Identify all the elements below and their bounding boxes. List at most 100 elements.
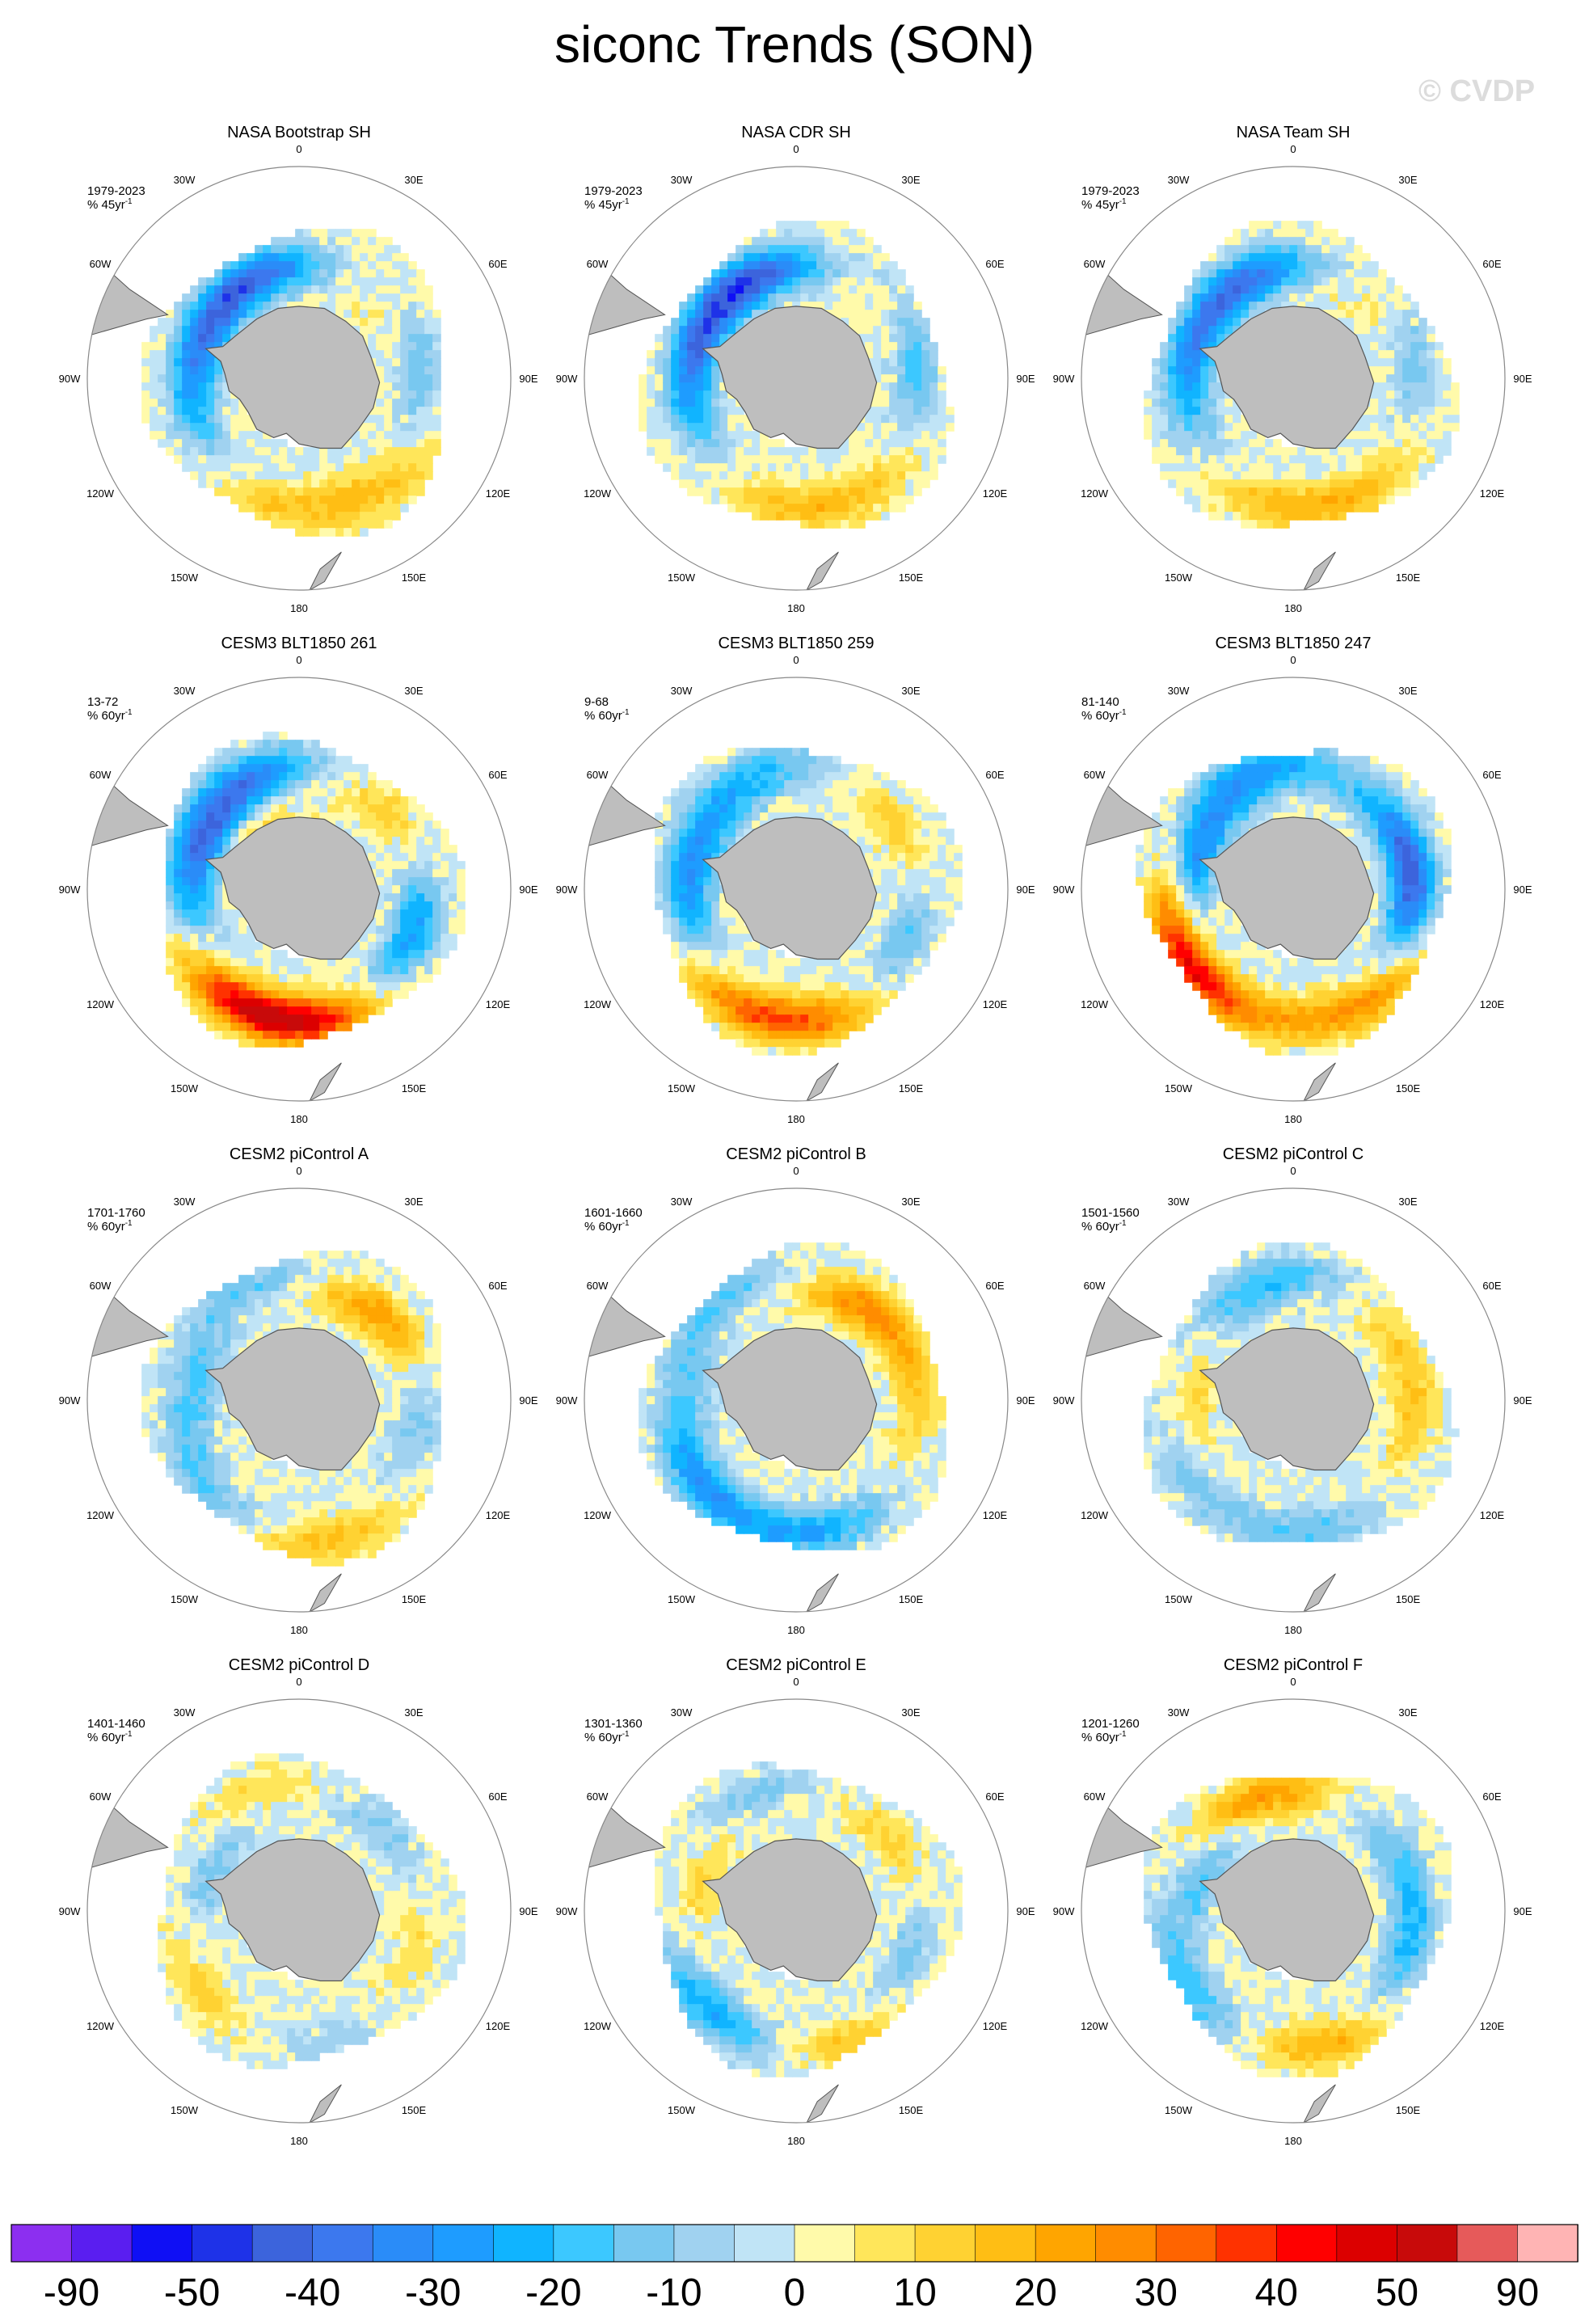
longitude-label: 120E <box>486 2020 511 2032</box>
antarctica-landmass <box>702 306 878 449</box>
panel-title: CESM2 piControl A <box>230 1145 369 1163</box>
longitude-label: 180 <box>290 1113 308 1125</box>
panel-period: 9-68 <box>584 695 609 709</box>
longitude-label: 120W <box>86 2020 115 2032</box>
longitude-label: 60E <box>985 258 1004 270</box>
longitude-label: 30E <box>404 1196 423 1208</box>
longitude-label: 120E <box>983 998 1008 1010</box>
longitude-label: 30W <box>671 1196 693 1208</box>
colorbar-swatch <box>553 2224 615 2263</box>
map-panel: NASA Team SH 1979-2023% 45yr-1 0 30E 60E 90E 1… <box>1053 124 1532 614</box>
longitude-label: 30W <box>671 1706 693 1719</box>
sea-ice-trend-field <box>639 1242 946 1550</box>
colorbar-label: -20 <box>525 2271 581 2314</box>
longitude-label: 180 <box>787 1113 805 1125</box>
longitude-label: 0 <box>793 1165 799 1177</box>
panel-period: 1979-2023 <box>1081 184 1140 198</box>
antarctica-landmass <box>1199 1327 1375 1471</box>
colorbar-label: 20 <box>1014 2271 1056 2314</box>
map-boundary <box>1081 1698 1506 2124</box>
colorbar-swatch <box>673 2224 735 2263</box>
longitude-label: 120E <box>983 2020 1008 2032</box>
colorbar-swatch <box>1155 2224 1217 2263</box>
colorbar-swatch <box>192 2224 253 2263</box>
colorbar-swatch <box>1216 2224 1278 2263</box>
longitude-label: 30W <box>1168 174 1190 186</box>
longitude-label: 120E <box>983 487 1008 500</box>
longitude-label: 60E <box>985 1790 1004 1803</box>
panel-units: % 45yr-1 <box>584 197 630 212</box>
map-panel: CESM3 BLT1850 247 81-140% 60yr-1 0 30E 60E 90… <box>1053 635 1532 1125</box>
map-boundary <box>1081 166 1506 591</box>
new-zealand-landmass <box>1302 1573 1336 1612</box>
longitude-label: 0 <box>1290 1676 1296 1688</box>
sea-ice-trend-field <box>1144 1778 1452 2077</box>
panel-period: 81-140 <box>1081 695 1119 709</box>
longitude-label: 150W <box>1165 2104 1193 2116</box>
panel-units: % 60yr-1 <box>1081 1730 1127 1744</box>
colorbar-label: 40 <box>1255 2271 1298 2314</box>
longitude-label: 150W <box>1165 1593 1193 1605</box>
antarctica-landmass <box>1199 1838 1375 1982</box>
longitude-label: 90E <box>1513 884 1532 896</box>
longitude-label: 90W <box>556 884 578 896</box>
longitude-label: 90W <box>59 1905 81 1917</box>
longitude-label: 120W <box>1081 2020 1109 2032</box>
longitude-label: 60W <box>1084 1790 1106 1803</box>
longitude-label: 30E <box>404 685 423 697</box>
longitude-label: 120W <box>1081 487 1109 500</box>
new-zealand-landmass <box>308 1062 342 1101</box>
longitude-label: 30W <box>174 174 196 186</box>
longitude-label: 90W <box>556 1394 578 1407</box>
longitude-label: 0 <box>793 1676 799 1688</box>
panel-units: % 60yr-1 <box>584 1730 630 1744</box>
longitude-label: 60E <box>488 1790 507 1803</box>
map-boundary <box>86 1698 512 2124</box>
longitude-label: 60E <box>985 769 1004 781</box>
colorbar-swatch <box>613 2224 675 2263</box>
longitude-label: 90E <box>1513 1905 1532 1917</box>
longitude-label: 180 <box>290 1624 308 1636</box>
longitude-label: 30W <box>174 685 196 697</box>
longitude-label: 60W <box>90 258 112 270</box>
longitude-label: 90W <box>556 1905 578 1917</box>
colorbar-swatch <box>1397 2224 1458 2263</box>
sea-ice-trend-field <box>1144 1242 1460 1542</box>
longitude-label: 0 <box>1290 1165 1296 1177</box>
longitude-label: 150W <box>1165 1082 1193 1095</box>
antarctica-landmass <box>702 816 878 960</box>
cvdp-watermark: © CVDP <box>1418 74 1536 108</box>
map-panel: CESM2 piControl E 1301-1360% 60yr-1 0 30E 60… <box>556 1656 1035 2147</box>
panel-units: % 60yr-1 <box>87 1730 133 1744</box>
colorbar-label: 0 <box>784 2271 806 2314</box>
colorbar-swatch <box>914 2224 976 2263</box>
antarctica-landmass <box>204 816 381 960</box>
longitude-label: 30E <box>404 174 423 186</box>
longitude-label: 30W <box>1168 1196 1190 1208</box>
longitude-label: 120E <box>486 487 511 500</box>
colorbar-swatch <box>1456 2224 1519 2263</box>
longitude-label: 60E <box>1482 769 1501 781</box>
longitude-label: 90W <box>59 884 81 896</box>
longitude-label: 120E <box>1480 487 1505 500</box>
colorbar-label: 10 <box>893 2271 936 2314</box>
longitude-label: 180 <box>1284 1624 1302 1636</box>
longitude-label: 0 <box>1290 143 1296 155</box>
longitude-label: 120W <box>584 998 612 1010</box>
colorbar-swatch <box>1035 2224 1097 2263</box>
panel-period: 1979-2023 <box>87 184 145 198</box>
longitude-label: 90W <box>1053 1394 1075 1407</box>
panel-title: CESM2 piControl B <box>726 1145 866 1163</box>
panel-title: NASA CDR SH <box>741 124 851 141</box>
longitude-label: 60E <box>985 1280 1004 1292</box>
panel-units: % 60yr-1 <box>87 708 133 723</box>
map-panel: NASA CDR SH 1979-2023% 45yr-1 0 30E 60E 90E 12… <box>556 124 1035 614</box>
new-zealand-landmass <box>805 1062 839 1101</box>
colorbar-label: 30 <box>1135 2271 1178 2314</box>
longitude-label: 180 <box>290 602 308 614</box>
longitude-label: 120W <box>1081 998 1109 1010</box>
longitude-label: 90W <box>1053 884 1075 896</box>
colorbar-swatch <box>372 2224 434 2263</box>
longitude-label: 30E <box>901 174 920 186</box>
